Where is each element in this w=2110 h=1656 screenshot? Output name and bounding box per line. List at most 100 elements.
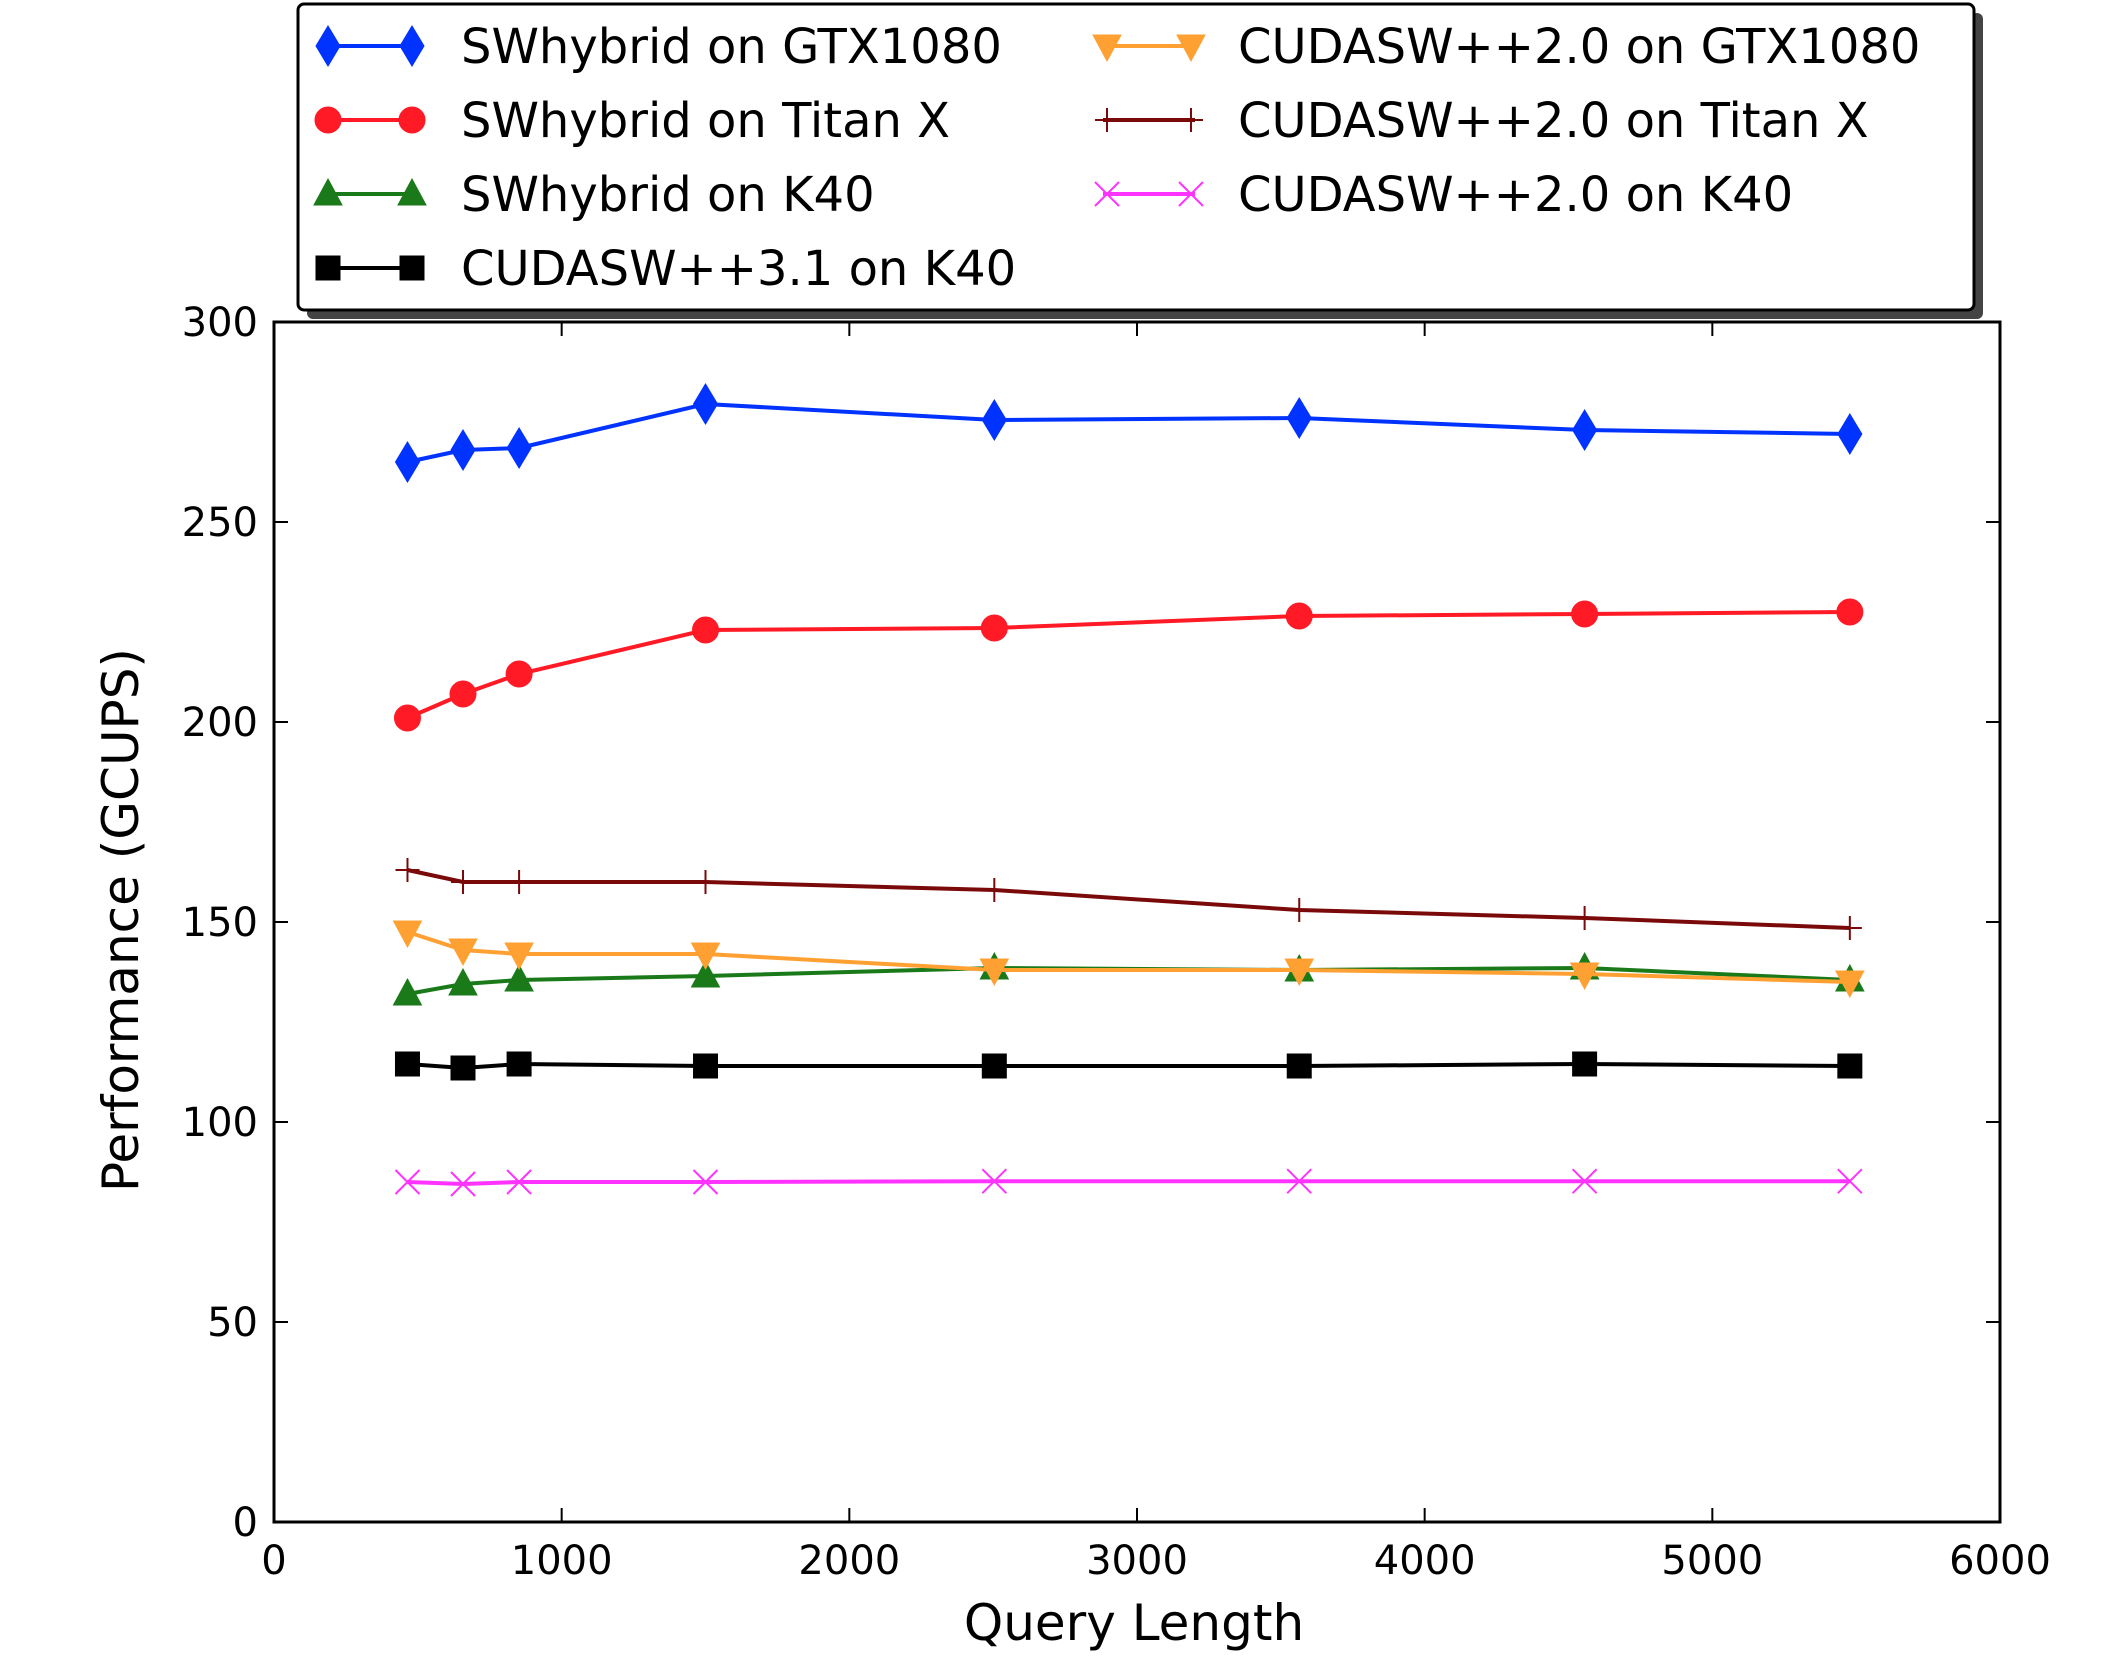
data-point [1287,898,1312,922]
x-tick-label: 2000 [798,1538,900,1584]
x-tick-label: 0 [261,1538,286,1584]
data-point [1835,970,1865,999]
series-2 [393,598,1864,732]
y-tick-label: 150 [182,900,258,946]
series-line [406,930,1850,984]
data-point [1286,1168,1312,1194]
series-7 [394,1168,1863,1197]
data-point [450,429,476,471]
legend-label: CUDASW++3.1 on K40 [461,241,1016,297]
data-point [504,963,534,992]
data-point [1095,108,1119,132]
legend-item: CUDASW++3.1 on K40 [315,241,1016,297]
data-point [1569,962,1600,991]
series-line [407,868,1850,930]
data-point [693,1053,718,1079]
data-point [1572,409,1598,451]
y-tick-label: 50 [207,1300,258,1346]
data-point [398,106,426,134]
data-point [507,870,532,894]
data-point [1837,916,1862,940]
data-point [393,704,421,732]
x-tick-label: 6000 [1949,1538,2051,1584]
legend-label: SWhybrid on GTX1080 [461,19,1002,75]
data-point [1285,602,1313,630]
data-point [399,25,425,67]
data-point [450,870,475,894]
series-line [407,1061,1850,1071]
data-point [1837,1168,1863,1194]
x-tick-label: 1000 [511,1538,613,1584]
data-point [690,959,721,988]
legend-label: SWhybrid on Titan X [461,93,950,149]
data-point [982,878,1007,902]
x-tick-label: 5000 [1661,1538,1763,1584]
y-tick-label: 300 [182,300,258,346]
data-point [395,858,420,882]
data-point [315,255,341,281]
data-point [692,383,719,425]
data-point [1836,598,1864,626]
legend-item: SWhybrid on GTX1080 [315,19,1002,75]
data-point [397,177,427,206]
data-point [1572,906,1597,930]
data-point [505,660,533,688]
series-4 [394,1051,1863,1081]
data-point [1837,413,1863,455]
data-point [506,1169,532,1195]
data-point [314,106,342,134]
series-line [407,401,1850,464]
y-tick-label: 0 [233,1500,258,1546]
data-point [448,967,478,996]
data-point [1286,1053,1312,1079]
data-point [450,1171,476,1197]
data-point [981,399,1007,441]
data-point [979,958,1010,987]
data-point [449,680,477,708]
data-point [450,1055,476,1081]
data-point [1571,1168,1598,1194]
x-tick-label: 4000 [1374,1538,1476,1584]
series-3 [392,951,1865,1006]
series-line [407,1179,1850,1187]
data-point [692,616,719,644]
data-point [1176,34,1206,63]
data-point [506,427,532,469]
legend-item: CUDASW++2.0 on K40 [1094,167,1793,223]
data-point [693,870,718,894]
legend-label: CUDASW++2.0 on GTX1080 [1238,19,1920,75]
data-point [981,1168,1008,1194]
data-point [1179,108,1203,132]
data-point [394,1051,420,1077]
data-point [392,920,423,949]
data-point [1286,397,1312,439]
data-point [690,942,721,971]
data-point [399,255,425,281]
legend-label: CUDASW++2.0 on K40 [1238,167,1793,223]
data-point [1094,181,1120,207]
series-line [407,965,1850,996]
series-line [406,610,1850,720]
data-point [313,177,343,206]
series-layer [392,383,1865,1197]
data-point [981,1053,1007,1079]
legend-item: CUDASW++2.0 on GTX1080 [1092,19,1920,75]
series-5 [392,920,1865,999]
data-point [392,977,423,1006]
data-point [504,942,534,971]
data-point [1284,958,1315,987]
series-1 [394,383,1863,483]
legend-label: SWhybrid on K40 [461,167,875,223]
data-point [506,1051,532,1077]
data-point [315,25,341,67]
series-6 [395,858,1862,940]
data-point [394,1169,421,1195]
data-point [692,1169,719,1195]
legend: SWhybrid on GTX1080 SWhybrid on Titan X SW… [296,2,1983,319]
data-point [1571,600,1599,628]
legend-item: SWhybrid on K40 [313,167,875,223]
data-point [1572,1051,1598,1077]
data-point [1092,34,1122,63]
legend-item: SWhybrid on Titan X [314,93,950,149]
